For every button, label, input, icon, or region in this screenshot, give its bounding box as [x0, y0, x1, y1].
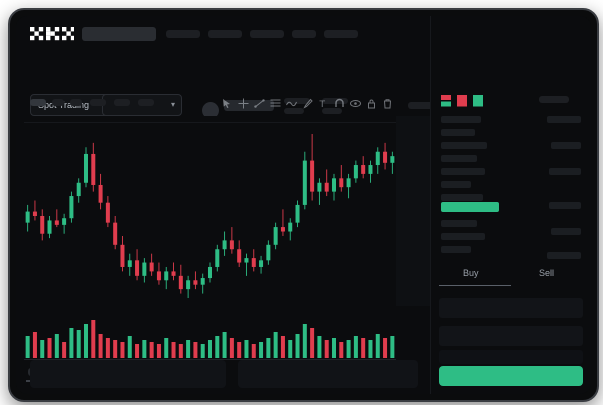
orderbook-last-price: [441, 202, 499, 212]
app-screen: Spot Trading ▾: [16, 16, 591, 394]
trash-icon[interactable]: [382, 98, 393, 109]
stat-1-label: [284, 98, 310, 104]
text-icon[interactable]: T: [318, 98, 329, 109]
orderbook-row-size: [551, 228, 581, 235]
total-row: [439, 350, 583, 364]
magnet-icon[interactable]: [334, 98, 345, 109]
book-both-icon[interactable]: [441, 94, 452, 107]
orderbook-row[interactable]: [441, 155, 477, 162]
orders-panel-left[interactable]: [30, 360, 226, 388]
amount-input[interactable]: [439, 326, 583, 346]
svg-text:T: T: [319, 100, 326, 109]
volume-chart: [24, 316, 396, 360]
interval-chip-4[interactable]: [90, 99, 106, 106]
price-input[interactable]: [439, 298, 583, 318]
candlestick-chart[interactable]: [24, 116, 396, 316]
nav-item-2[interactable]: [166, 30, 200, 38]
orderbook-row[interactable]: [441, 142, 487, 149]
chart-toolbar: T: [24, 94, 396, 114]
orderbook-row-size: [549, 202, 581, 209]
stat-1-value: [284, 108, 304, 114]
tablet-device-frame: Spot Trading ▾: [8, 8, 599, 402]
candles-canvas: [25, 134, 395, 298]
book-buy-icon[interactable]: [473, 94, 484, 107]
nav-item-1[interactable]: [82, 27, 156, 41]
interval-chip-1[interactable]: [30, 99, 46, 106]
fib-icon[interactable]: [270, 98, 281, 109]
orderbook-row[interactable]: [441, 246, 471, 253]
orderbook-row[interactable]: [441, 129, 475, 136]
nav-item-4[interactable]: [250, 30, 284, 38]
orderbook-panel: Buy Sell: [430, 16, 591, 394]
wave-icon[interactable]: [286, 98, 297, 109]
market-type-label: Spot Trading: [38, 100, 90, 110]
interval-chip-6[interactable]: [138, 99, 154, 106]
orderbook-depth-selector[interactable]: [539, 96, 569, 103]
orderbook-row[interactable]: [441, 220, 477, 227]
order-tab-underline: [439, 285, 511, 286]
trendline-icon[interactable]: [254, 98, 265, 109]
interval-chip-2[interactable]: [52, 99, 64, 106]
nav-item-6[interactable]: [324, 30, 358, 38]
lock-icon[interactable]: [366, 98, 377, 109]
tab-buy[interactable]: Buy: [463, 268, 479, 278]
coin-avatar: [202, 102, 219, 119]
submit-order-button[interactable]: [439, 366, 583, 386]
interval-chip-5[interactable]: [114, 99, 130, 106]
brush-icon[interactable]: [302, 98, 313, 109]
stat-3: [408, 102, 440, 109]
nav-item-5[interactable]: [292, 30, 316, 38]
tab-sell[interactable]: Sell: [539, 268, 555, 278]
pair-price-placeholder: [224, 100, 274, 111]
okx-logo[interactable]: [30, 27, 74, 41]
orderbook-row[interactable]: [441, 181, 471, 188]
crosshair-icon[interactable]: [238, 98, 249, 109]
orderbook-row[interactable]: [441, 233, 485, 240]
orderbook-row-size: [547, 116, 581, 123]
orderbook-row-size: [549, 168, 581, 175]
orders-panel-right[interactable]: [238, 360, 418, 388]
orderbook-row[interactable]: [441, 194, 483, 201]
orderbook-row-size: [547, 252, 581, 259]
stat-2-value: [322, 108, 342, 114]
nav-item-3[interactable]: [208, 30, 242, 38]
book-sell-icon[interactable]: [457, 94, 468, 107]
stat-2-label: [322, 98, 348, 104]
orderbook-row-size: [551, 142, 581, 149]
volume-canvas: [25, 320, 395, 358]
eye-icon[interactable]: [350, 98, 361, 109]
interval-chip-3[interactable]: [70, 99, 82, 106]
orderbook-row[interactable]: [441, 168, 485, 175]
order-form-tabs: Buy Sell: [439, 266, 583, 288]
orderbook-row[interactable]: [441, 116, 481, 123]
chevron-down-icon: ▾: [170, 100, 175, 109]
cursor-icon[interactable]: [222, 98, 233, 109]
